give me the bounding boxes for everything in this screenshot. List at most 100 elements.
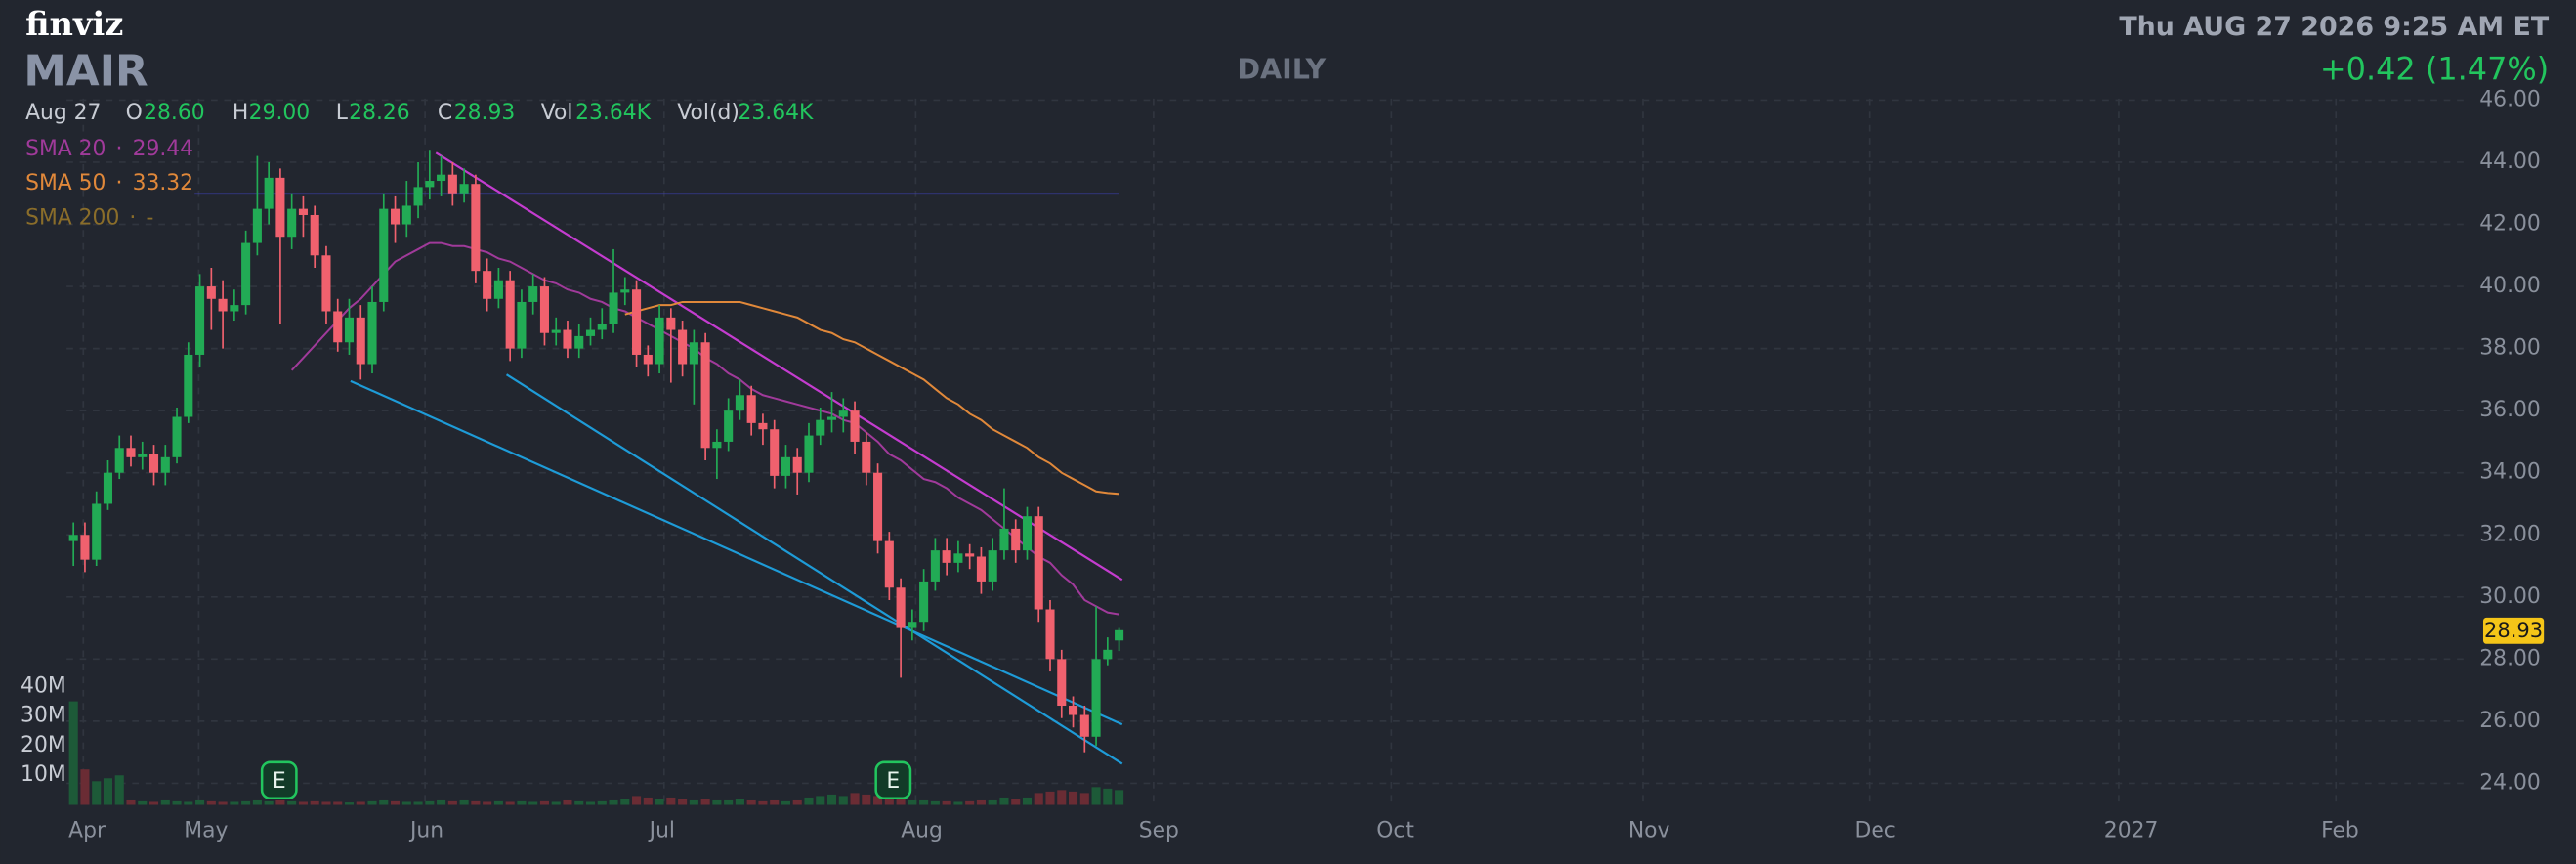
volume-bar: [551, 801, 561, 805]
candle-body: [792, 456, 802, 473]
volume-bar: [206, 800, 216, 805]
sma-line: [624, 300, 1119, 496]
earnings-label: E: [273, 769, 286, 794]
candle-body: [551, 329, 561, 333]
trend-line: [350, 379, 1123, 726]
ohlc-value: 28.26: [349, 101, 410, 125]
volume-bar: [391, 800, 401, 805]
volume-bar: [493, 800, 503, 805]
candle-body: [195, 286, 205, 355]
volume-bar: [838, 796, 848, 805]
volume-bar: [770, 799, 780, 805]
candle-body: [505, 280, 515, 349]
volume-bar: [92, 781, 102, 805]
candle-body: [425, 181, 435, 188]
candle-body: [483, 271, 492, 299]
volume-bar: [597, 800, 607, 805]
candle-body: [746, 395, 756, 423]
candle-body: [1103, 649, 1113, 660]
ohlc-label: Vol(d): [677, 101, 739, 125]
volume-bar: [816, 796, 825, 805]
candle-body: [712, 441, 722, 449]
candle-body: [666, 317, 676, 330]
ohlc-date: Aug 27: [25, 101, 101, 125]
logo[interactable]: finviz: [25, 4, 123, 43]
volume-bar: [620, 799, 630, 805]
volume-bar: [184, 801, 193, 805]
volume-bar: [379, 799, 389, 805]
candle-body: [1091, 659, 1101, 737]
candle-body: [953, 553, 963, 563]
candle-body: [80, 535, 90, 560]
volume-bar: [1011, 799, 1021, 805]
y-tick-label: 34.00: [2479, 460, 2541, 485]
datetime: Thu AUG 27 2026 9:25 AM ET: [2119, 12, 2550, 42]
volume-bar: [1091, 787, 1101, 805]
volume-bar: [459, 799, 469, 805]
volume-bar: [483, 801, 492, 805]
volume-bar: [999, 797, 1009, 805]
volume-bar: [632, 796, 642, 805]
candle-body: [493, 280, 503, 299]
candle-body: [873, 472, 883, 541]
volume-bar: [563, 799, 572, 805]
candle-body: [1022, 516, 1033, 551]
candle-body: [206, 286, 216, 299]
volume-bar: [930, 800, 940, 805]
x-tick-label: Nov: [1628, 818, 1670, 842]
volume-bar: [528, 801, 538, 805]
candle-body: [770, 429, 780, 476]
earnings-label: E: [886, 769, 900, 794]
candle-body: [379, 208, 389, 302]
y-tick-label: 46.00: [2479, 87, 2541, 111]
volume-bar: [425, 800, 435, 805]
volume-bar: [609, 799, 618, 805]
volume-bar: [655, 799, 664, 805]
candle-body: [68, 535, 78, 541]
candle-body: [678, 329, 688, 365]
volume-bar: [724, 799, 734, 805]
volume-bar: [781, 800, 791, 805]
volume-bar: [988, 799, 997, 805]
legend-name: SMA 200: [25, 206, 119, 231]
legend-value: -: [146, 206, 153, 231]
y-tick-label: 30.00: [2479, 584, 2541, 609]
candle-body: [1011, 528, 1021, 551]
candle-body: [585, 329, 596, 336]
candle-body: [1034, 516, 1043, 610]
y-tick-label: 38.00: [2479, 336, 2541, 361]
volume-bar: [447, 800, 457, 805]
ohlc-value: 28.60: [144, 101, 205, 125]
candle-body: [413, 187, 423, 206]
volume-bar: [356, 801, 365, 805]
volume-bar: [826, 794, 837, 805]
volume-bar: [678, 799, 688, 805]
ohlc-label: Vol: [541, 101, 573, 125]
candle-body: [620, 289, 630, 293]
candle-body: [988, 550, 997, 582]
candle-body: [437, 174, 446, 182]
volume-bar: [264, 800, 274, 805]
candle-body: [804, 435, 814, 473]
candle-body: [218, 298, 228, 312]
x-tick-label: Apr: [68, 818, 106, 842]
earnings-marker: E: [260, 760, 298, 800]
candle-body: [643, 354, 653, 365]
volume-tick-label: 40M: [21, 673, 66, 698]
candle-body: [884, 540, 894, 588]
legend-separator: ·: [116, 171, 123, 195]
candle-body: [333, 311, 343, 343]
candle-body: [114, 448, 124, 473]
candle-body: [184, 354, 193, 417]
volume-bar: [689, 799, 698, 805]
candle-body: [838, 410, 848, 417]
candle-body: [1057, 659, 1067, 707]
legend-value: 33.32: [133, 171, 194, 195]
volume-bar: [1115, 790, 1124, 805]
candle-body: [700, 342, 710, 449]
ohlc-label: H: [232, 101, 248, 125]
x-tick-label: Sep: [1139, 818, 1179, 842]
